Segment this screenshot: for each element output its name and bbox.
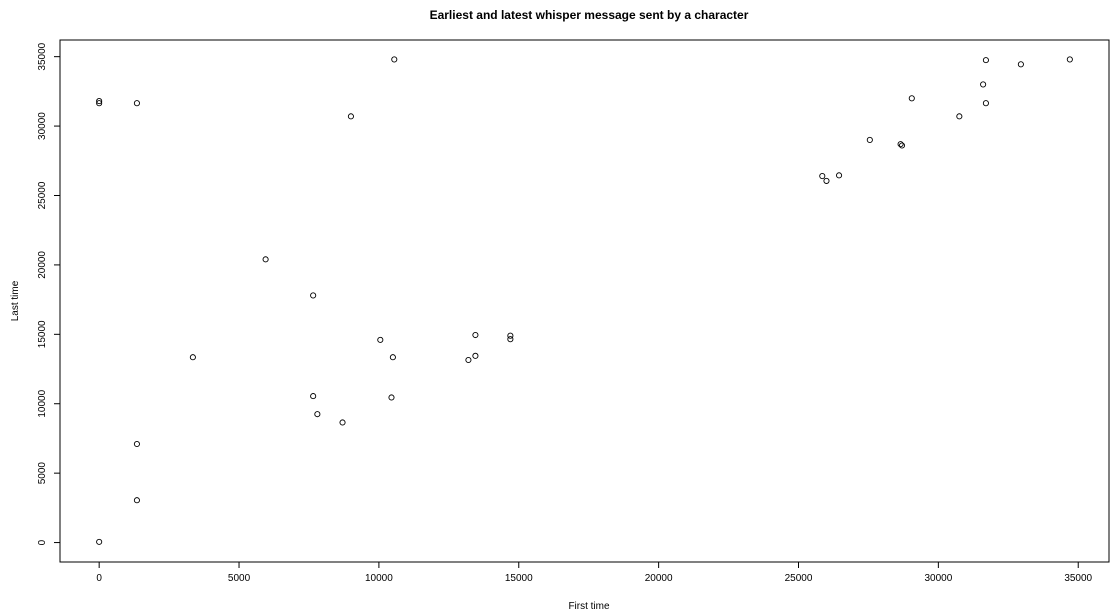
data-point [836,172,843,179]
y-tick-label: 10000 [37,389,48,417]
data-point [980,81,987,88]
y-tick-label: 5000 [37,462,48,485]
y-tick-label: 0 [37,539,48,545]
chart-title: Earliest and latest whisper message sent… [430,8,749,22]
x-tick-label: 30000 [924,573,952,584]
y-tick-label: 25000 [37,181,48,209]
data-point [96,538,103,545]
y-tick-label: 20000 [37,251,48,279]
data-point [133,497,140,504]
data-point [310,292,317,299]
data-point [823,177,830,184]
data-point [908,95,915,102]
data-points [96,56,1073,545]
data-point [391,56,398,63]
data-point [898,142,906,149]
y-tick-label: 35000 [37,42,48,70]
x-axis-label: First time [568,601,610,612]
data-point [1066,56,1073,63]
x-tick-label: 35000 [1064,573,1092,584]
x-axis: 0 5000 10000 15000 20000 25000 30000 35000 [96,562,1093,584]
data-point [96,98,103,105]
data-point [189,354,196,361]
x-tick-label: 15000 [505,573,533,584]
data-point [866,136,873,144]
data-point [982,100,989,107]
y-axis: 0 5000 10000 15000 20000 25000 30000 35000 [37,42,60,545]
data-point [507,336,514,343]
plot-frame [59,39,1110,563]
data-point [133,100,140,107]
x-tick-label: 20000 [645,573,673,584]
x-tick-label: 25000 [785,573,813,584]
data-point [339,419,346,426]
data-point [472,331,479,339]
data-point [314,411,321,418]
data-point [262,256,269,263]
data-point [388,394,395,401]
data-point [982,57,989,64]
data-point [1017,61,1024,68]
x-tick-label: 0 [96,573,102,584]
data-point [507,332,514,339]
x-tick-label: 5000 [228,573,251,584]
data-point [472,352,479,359]
y-axis-label: Last time [10,280,21,321]
data-point [310,393,317,400]
data-point [956,113,963,120]
x-tick-label: 10000 [365,573,393,584]
y-tick-label: 30000 [37,112,48,140]
y-tick-label: 15000 [37,320,48,348]
data-point [819,173,826,180]
data-point [133,440,140,448]
data-point [389,354,396,361]
data-point [897,141,904,148]
data-point [347,113,354,120]
data-point [465,356,472,364]
data-point [96,100,103,107]
data-point [377,336,384,343]
